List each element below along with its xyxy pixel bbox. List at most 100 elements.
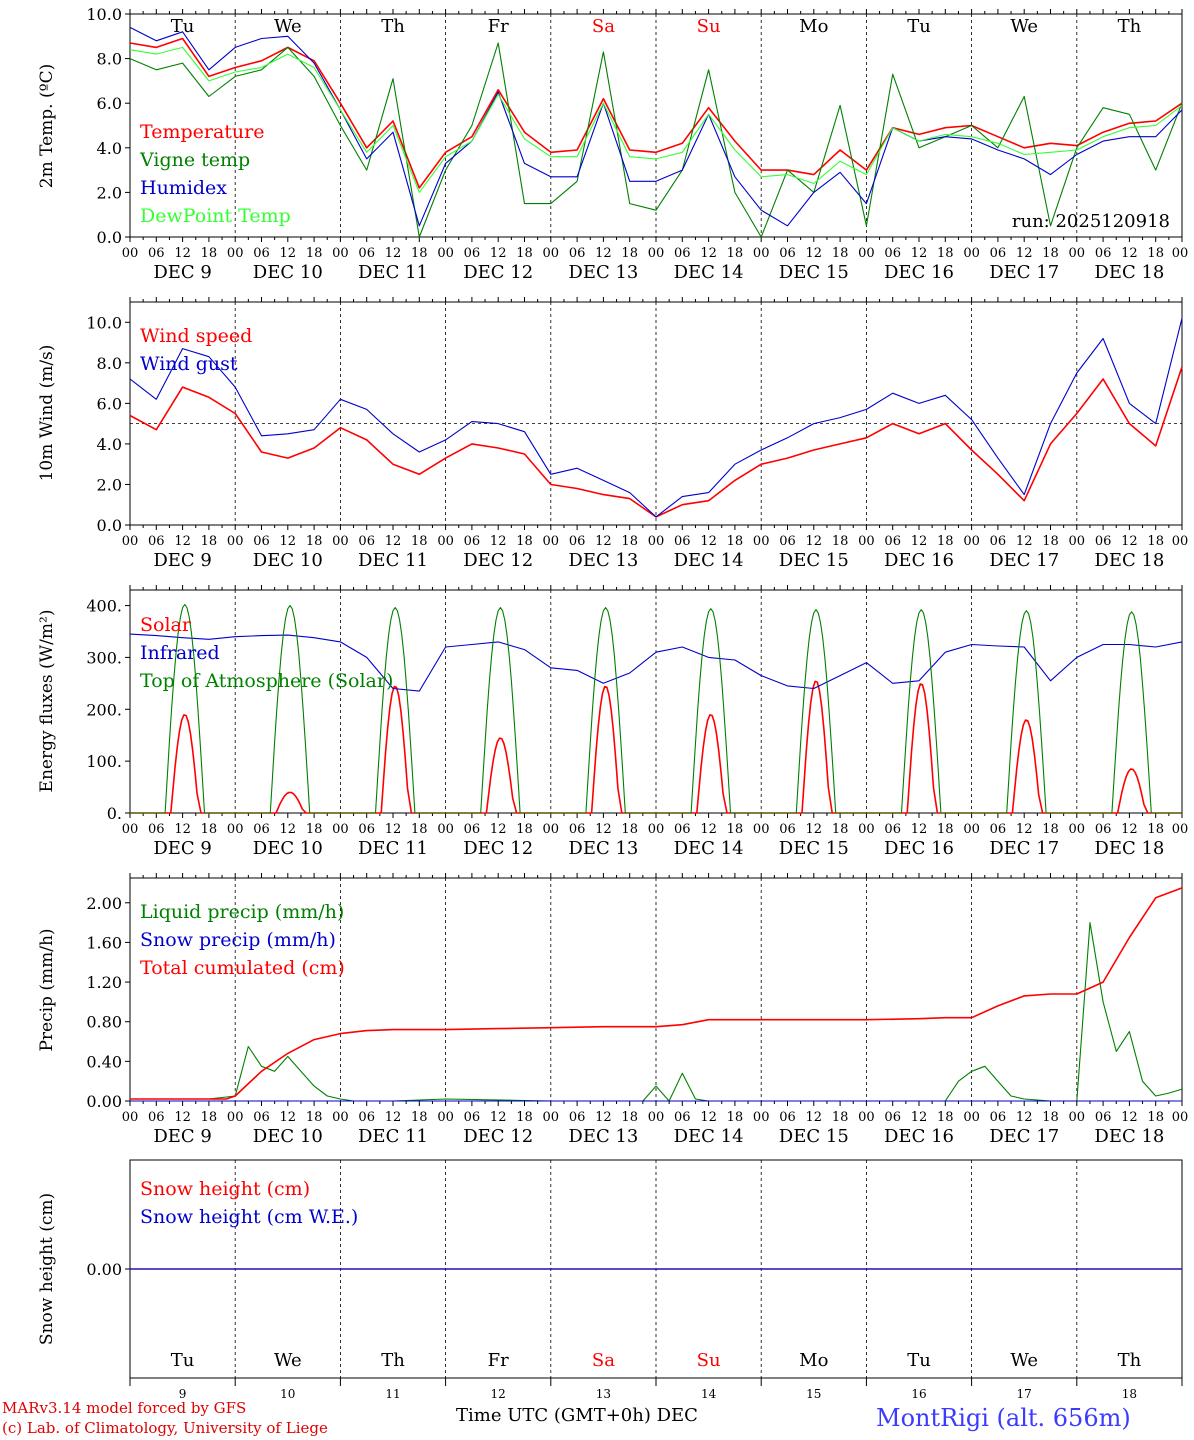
hour-tick-label: 06	[1095, 534, 1112, 549]
day-number-label: 15	[806, 1387, 821, 1400]
day-number-label: 16	[911, 1387, 926, 1400]
series-line-top-of-atmosphere-solar-	[130, 603, 1182, 814]
hour-tick-label: 12	[595, 534, 612, 549]
y-tick-label: 2.0	[97, 183, 122, 202]
y-tick-label: 300.	[86, 648, 122, 667]
hour-tick-label: 12	[806, 1110, 823, 1125]
date-label: DEC 13	[568, 262, 638, 283]
hour-tick-label: 12	[490, 534, 507, 549]
hour-tick-label: 12	[700, 534, 717, 549]
lab-credit: (c) Lab. of Climatology, University of L…	[2, 1419, 328, 1437]
hour-tick-label: 12	[700, 822, 717, 837]
date-label: DEC 9	[153, 262, 212, 283]
hour-tick-label: 06	[148, 534, 165, 549]
hour-tick-label: 06	[779, 246, 796, 261]
hour-tick-label: 00	[227, 1110, 244, 1125]
hour-tick-label: 12	[595, 822, 612, 837]
hour-tick-label: 00	[122, 1110, 139, 1125]
hour-tick-label: 18	[937, 534, 954, 549]
date-label: DEC 11	[358, 1126, 428, 1147]
hour-tick-label: 00	[858, 246, 875, 261]
hour-tick-label: 00	[1172, 246, 1189, 261]
date-label: DEC 17	[989, 550, 1059, 571]
hour-tick-label: 00	[858, 534, 875, 549]
series-line-dewpoint-temp	[129, 46, 1183, 193]
hour-tick-label: 00	[227, 246, 244, 261]
hour-tick-label: 06	[569, 246, 586, 261]
series-line-temperature	[129, 37, 1183, 189]
hour-tick-label: 06	[1095, 1110, 1112, 1125]
weekday-label: We	[274, 16, 302, 37]
weekday-label: Fr	[488, 16, 509, 37]
hour-tick-label: 18	[832, 1110, 849, 1125]
y-tick-label: 100.	[86, 752, 122, 771]
date-label: DEC 17	[989, 262, 1059, 283]
hour-tick-label: 18	[306, 1110, 323, 1125]
weekday-label: Tu	[907, 16, 931, 37]
weekday-label: Th	[381, 1350, 405, 1371]
hour-tick-label: 12	[280, 1110, 297, 1125]
y-tick-label: 400.	[86, 597, 122, 616]
hour-tick-label: 00	[858, 1110, 875, 1125]
hour-tick-label: 12	[700, 1110, 717, 1125]
day-number-label: 17	[1017, 1387, 1032, 1400]
y-tick-label: 8.0	[97, 354, 122, 373]
hour-tick-label: 12	[806, 822, 823, 837]
hour-tick-label: 12	[911, 534, 928, 549]
hour-tick-label: 18	[1042, 822, 1059, 837]
day-number-label: 14	[701, 1387, 717, 1400]
weekday-label: Th	[381, 16, 405, 37]
y-tick-label: 4.0	[97, 139, 122, 158]
hour-tick-label: 18	[621, 1110, 638, 1125]
hour-tick-label: 06	[779, 822, 796, 837]
hour-tick-label: 00	[858, 822, 875, 837]
series-line-total-cumulated-cm-	[130, 887, 1183, 1100]
hour-tick-label: 18	[516, 246, 533, 261]
hour-tick-label: 00	[332, 246, 349, 261]
y-axis-label: 2m Temp. (ºC)	[37, 64, 57, 189]
date-label: DEC 16	[884, 550, 954, 571]
y-tick-label: 0.0	[97, 516, 122, 535]
legend-entry: Top of Atmosphere (Solar)	[140, 670, 393, 692]
hour-tick-label: 18	[832, 534, 849, 549]
weekday-label: Mo	[799, 1350, 828, 1371]
date-label: DEC 14	[674, 1126, 744, 1147]
day-number-label: 18	[1122, 1387, 1137, 1400]
hour-tick-label: 00	[543, 822, 560, 837]
date-label: DEC 12	[463, 838, 533, 859]
hour-tick-label: 18	[306, 534, 323, 549]
weekday-label: Th	[1118, 16, 1142, 37]
model-credit: MARv3.14 model forced by GFS	[2, 1399, 247, 1417]
hour-tick-label: 12	[806, 534, 823, 549]
hour-tick-label: 18	[727, 534, 744, 549]
date-label: DEC 15	[779, 550, 849, 571]
hour-tick-label: 18	[621, 534, 638, 549]
y-tick-label: 6.0	[97, 94, 122, 113]
hour-tick-label: 00	[227, 822, 244, 837]
hour-tick-label: 00	[227, 534, 244, 549]
hour-tick-label: 12	[490, 822, 507, 837]
hour-tick-label: 12	[1121, 1110, 1138, 1125]
hour-tick-label: 18	[1042, 534, 1059, 549]
date-label: DEC 17	[989, 1126, 1059, 1147]
hour-tick-label: 12	[1121, 534, 1138, 549]
weekday-label: Su	[697, 16, 721, 37]
hour-tick-label: 12	[490, 1110, 507, 1125]
hour-tick-label: 06	[779, 1110, 796, 1125]
hour-tick-label: 12	[385, 1110, 402, 1125]
x-axis-label: Time UTC (GMT+0h) DEC	[456, 1405, 698, 1426]
hour-tick-label: 18	[621, 246, 638, 261]
hour-tick-label: 12	[174, 534, 191, 549]
panel-frame	[129, 301, 1183, 526]
y-tick-label: 2.00	[86, 894, 122, 913]
series-line-wind-gust	[129, 318, 1183, 518]
panel-1: 2m Temp. (ºC) 0.0 2.0 4.0 6.0 8.0 10.0 00 06 12 18…	[37, 5, 1188, 283]
hour-tick-label: 06	[779, 534, 796, 549]
legend-entry: Infrared	[140, 642, 220, 664]
hour-tick-label: 18	[516, 1110, 533, 1125]
hour-tick-label: 00	[543, 534, 560, 549]
hour-tick-label: 12	[1121, 246, 1138, 261]
legend-entry: Solar	[140, 614, 192, 636]
run-annotation: run: 2025120918	[1012, 211, 1170, 232]
date-label: DEC 18	[1094, 838, 1164, 859]
